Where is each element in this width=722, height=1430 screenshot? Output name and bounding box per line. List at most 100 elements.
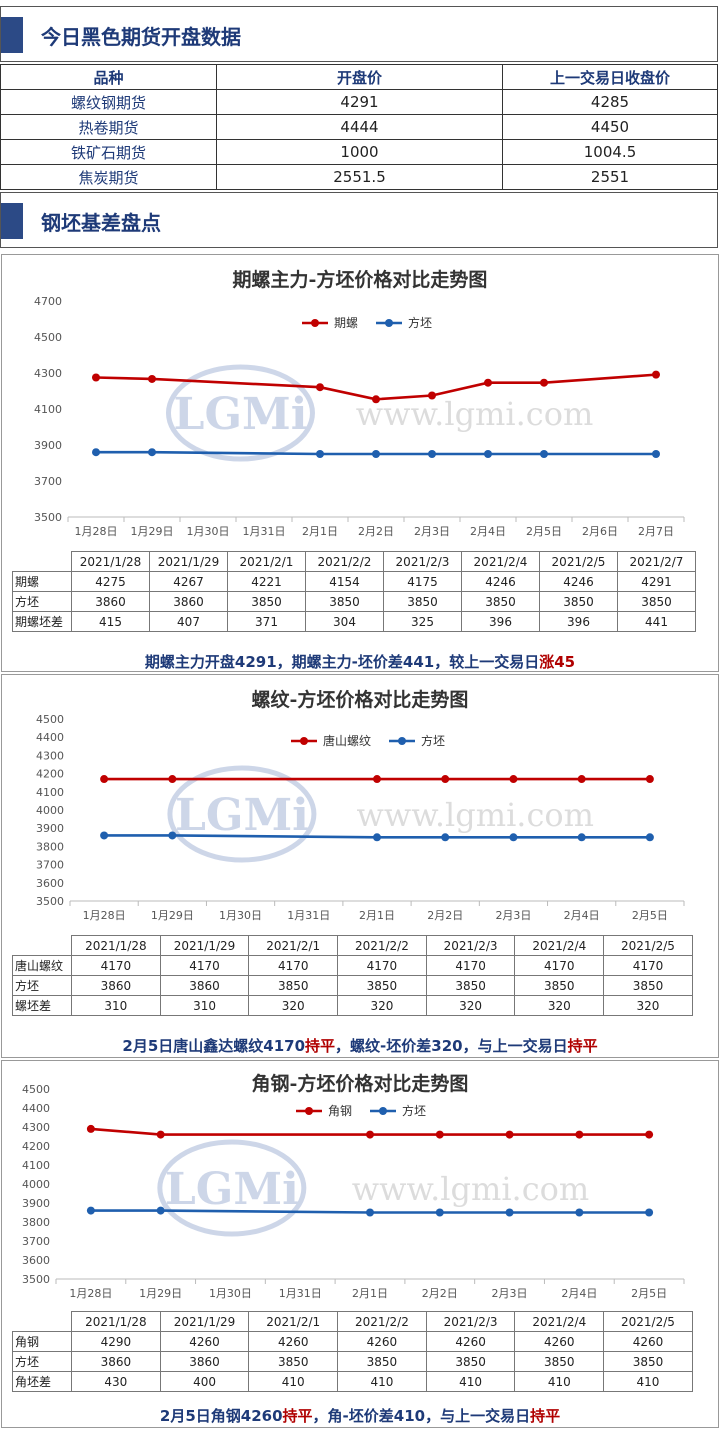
table-header-row: 2021/1/28 2021/1/29 2021/2/1 2021/2/2 2021/2…	[13, 935, 693, 956]
chart-data-table: 2021/1/28 2021/1/29 2021/2/1 2021/2/2 2021/2…	[12, 551, 696, 632]
x-tick-label: 2月5日	[526, 525, 562, 538]
caption-change-text: 持平	[530, 1407, 561, 1425]
legend-label: 方坯	[402, 1103, 426, 1118]
table-date-header: 2021/2/5	[539, 551, 618, 572]
table-date-header: 2021/2/1	[248, 935, 339, 956]
chart-svg: LGMi www.lgmi.com 3500 3600 3700 3800 3900 4000…	[22, 1083, 685, 1300]
table-cell: 4260	[425, 1331, 516, 1352]
y-tick-label: 4300	[22, 1121, 50, 1134]
data-point	[505, 1130, 514, 1139]
table-row: 唐山螺纹 4170 4170 4170 4170 4170 4170 4170	[12, 955, 693, 976]
watermark-url: www.lgmi.com	[356, 395, 594, 433]
header-cell: 上一交易日收盘价	[502, 64, 718, 90]
chart-title: 期螺主力-方坯价格对比走势图	[232, 269, 488, 291]
data-point	[484, 450, 492, 458]
data-point	[441, 775, 450, 784]
table-row-label: 角坯差	[12, 1371, 72, 1392]
caption-text: ，角-坯价差410，与上一交易日	[312, 1407, 531, 1425]
data-point	[441, 833, 450, 842]
table-cell: 4246	[461, 571, 540, 592]
table-cell: 4267	[149, 571, 228, 592]
legend-label: 角钢	[328, 1104, 352, 1118]
table-date-header: 2021/2/2	[337, 1311, 427, 1332]
watermark-url: www.lgmi.com	[356, 796, 594, 834]
x-tick-label: 1月30日	[219, 909, 262, 922]
x-tick-label: 2月2日	[358, 525, 394, 538]
caption-text: 2月5日角钢4260	[159, 1407, 283, 1425]
y-tick-label: 4400	[22, 1102, 50, 1115]
legend-swatch-marker	[385, 319, 393, 327]
table-cell: 304	[305, 611, 384, 632]
table-cell: 4260	[514, 1331, 605, 1352]
x-tick-label: 1月29日	[131, 525, 174, 538]
table-cell: 3850	[425, 975, 516, 996]
data-point	[509, 833, 518, 842]
table-row: 焦炭期货 2551.5 2551	[0, 164, 718, 190]
prev-close: 4450	[502, 114, 718, 140]
data-point	[575, 1130, 584, 1139]
y-tick-label: 3700	[34, 475, 62, 488]
y-tick-label: 3500	[36, 895, 64, 908]
watermark-logo: LGMi	[175, 790, 309, 841]
data-point	[484, 378, 492, 387]
legend-swatch-marker	[379, 1107, 387, 1115]
chart-title: 角钢-方坯价格对比走势图	[251, 1073, 469, 1095]
table-date-header: 2021/2/5	[603, 935, 693, 956]
y-tick-label: 4000	[22, 1178, 50, 1191]
data-point	[86, 1206, 95, 1215]
table-cell: 410	[603, 1371, 693, 1392]
table-cell: 441	[617, 611, 696, 632]
data-point	[428, 391, 436, 400]
table-cell: 3860	[71, 975, 161, 996]
x-tick-label: 2月3日	[492, 1287, 528, 1300]
y-tick-label: 4200	[22, 1140, 50, 1153]
table-date-header: 2021/1/28	[71, 935, 161, 956]
y-tick-label: 4500	[36, 713, 64, 726]
watermark: LGMi www.lgmi.com	[165, 364, 594, 462]
table-row: 期螺 4275 4267 4221 4154 4175 4246 4246 4291	[12, 571, 696, 592]
watermark-ring	[165, 364, 315, 462]
legend-swatch-marker	[305, 1107, 313, 1115]
y-tick-label: 3900	[22, 1197, 50, 1210]
open-price: 4444	[216, 114, 503, 140]
table-cell: 4291	[617, 571, 696, 592]
open-price: 2551.5	[216, 164, 503, 190]
data-point	[645, 775, 654, 784]
table-row: 螺坯差 310 310 320 320 320 320 320	[12, 995, 693, 1016]
table-cell: 415	[71, 611, 150, 632]
legend-label: 方坯	[421, 733, 445, 748]
x-tick-label: 1月30日	[209, 1287, 252, 1300]
table-cell: 4290	[71, 1331, 161, 1352]
table-date-header: 2021/1/29	[149, 551, 228, 572]
caption-change-text: 涨45	[539, 653, 576, 671]
header-cell: 品种	[0, 64, 217, 90]
x-tick-label: 2月3日	[414, 525, 450, 538]
legend-label: 方坯	[408, 315, 432, 330]
table-cell: 371	[227, 611, 306, 632]
table-cell: 4170	[71, 955, 161, 976]
table-cell: 3850	[539, 591, 618, 612]
prev-close: 2551	[502, 164, 718, 190]
chart-panel-futures-rebar: LGMi www.lgmi.com 3500 3700 3900 4100 4300 4500…	[1, 254, 719, 672]
legend-label: 期螺	[334, 316, 358, 330]
series-line	[96, 450, 656, 456]
table-date-header: 2021/2/1	[227, 551, 306, 572]
table-header-row: 2021/1/28 2021/1/29 2021/2/1 2021/2/2 2021/2…	[13, 551, 696, 572]
data-point	[652, 370, 660, 379]
table-cell: 320	[337, 995, 427, 1016]
table-row: 方坯 3860 3860 3850 3850 3850 3850 3850	[12, 1351, 693, 1372]
table-cell: 4170	[603, 955, 693, 976]
table-cell: 4154	[305, 571, 384, 592]
caption-text: 期螺主力开盘4291，期螺主力-坯价差441，较上一交易日	[144, 653, 540, 671]
table-cell: 3860	[159, 975, 250, 996]
table-cell: 320	[514, 995, 605, 1016]
data-point	[428, 450, 436, 458]
table-cell: 3850	[617, 591, 696, 612]
table-corner-cell	[13, 936, 72, 956]
x-tick-label: 1月28日	[83, 909, 126, 922]
legend-swatch-marker	[300, 737, 308, 745]
y-tick-label: 3600	[22, 1254, 50, 1267]
section-title: 今日黑色期货开盘数据	[41, 25, 241, 49]
product-name: 螺纹钢期货	[0, 89, 217, 115]
y-tick-label: 4200	[36, 768, 64, 781]
